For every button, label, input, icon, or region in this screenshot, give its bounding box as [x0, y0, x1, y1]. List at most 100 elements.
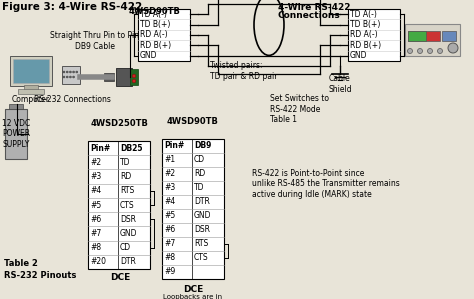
Text: Straight Thru Pin to Pin
DB9 Cable: Straight Thru Pin to Pin DB9 Cable [50, 31, 139, 51]
Circle shape [66, 76, 68, 78]
Text: TD B(+): TD B(+) [140, 20, 170, 29]
Bar [405, 24, 460, 56]
Text: Twisted pairs:
TD pair & RD pair: Twisted pairs: TD pair & RD pair [210, 61, 277, 81]
Bar [24, 85, 38, 90]
Text: #4: #4 [90, 186, 101, 195]
Text: Cable
Shield: Cable Shield [328, 74, 352, 94]
Circle shape [438, 48, 443, 54]
Bar [130, 69, 138, 85]
Text: RTS: RTS [120, 186, 134, 195]
Text: #4: #4 [164, 198, 175, 207]
Text: Pin#: Pin# [164, 141, 184, 150]
Text: RS-232 Pinouts: RS-232 Pinouts [4, 271, 76, 280]
Bar [62, 66, 80, 84]
Text: 4WSD90TB: 4WSD90TB [129, 7, 181, 16]
Text: #1: #1 [164, 155, 175, 164]
Text: Figure 3: 4-Wire RS-422: Figure 3: 4-Wire RS-422 [2, 2, 142, 12]
Text: Computer: Computer [12, 94, 50, 103]
Bar [348, 9, 400, 61]
Bar [138, 9, 190, 61]
Text: RD A(-): RD A(-) [140, 30, 168, 39]
Text: GND: GND [140, 51, 157, 60]
Text: TD A(-): TD A(-) [350, 10, 377, 19]
Text: RD: RD [194, 170, 205, 179]
Text: #6: #6 [90, 215, 101, 224]
Text: RD B(+): RD B(+) [140, 41, 171, 50]
Text: Table 2: Table 2 [4, 260, 38, 269]
Text: #20: #20 [90, 257, 106, 266]
Bar [18, 89, 44, 94]
Text: #6: #6 [164, 225, 175, 234]
Bar [10, 56, 52, 86]
Text: #2: #2 [90, 158, 101, 167]
Text: 4WSD90TB: 4WSD90TB [167, 117, 219, 126]
Circle shape [69, 71, 72, 73]
Text: #5: #5 [90, 201, 101, 210]
Text: #8: #8 [90, 243, 101, 252]
Text: GND: GND [120, 229, 137, 238]
Circle shape [408, 48, 412, 54]
Bar [442, 31, 456, 41]
Text: #8: #8 [164, 254, 175, 263]
Text: DSR: DSR [194, 225, 210, 234]
Text: CD: CD [194, 155, 205, 164]
Text: #2: #2 [164, 170, 175, 179]
Circle shape [132, 79, 136, 83]
Text: DCE: DCE [110, 272, 130, 281]
Bar [9, 104, 23, 109]
Circle shape [69, 76, 72, 78]
Bar [116, 68, 132, 86]
Text: #3: #3 [164, 184, 175, 193]
Text: 4WSD250TB: 4WSD250TB [91, 118, 149, 127]
Bar [162, 139, 224, 279]
Circle shape [66, 71, 68, 73]
Circle shape [448, 43, 458, 53]
Text: CTS: CTS [120, 201, 135, 210]
Text: 12 VDC
POWER
SUPPLY: 12 VDC POWER SUPPLY [2, 119, 30, 149]
Text: RD A(-): RD A(-) [350, 30, 378, 39]
Text: Set Switches to
RS-422 Mode
Table 1: Set Switches to RS-422 Mode Table 1 [270, 94, 329, 124]
Circle shape [418, 48, 422, 54]
Bar [13, 59, 49, 83]
Text: RS-232 Connections: RS-232 Connections [34, 94, 110, 103]
Text: #3: #3 [90, 172, 101, 181]
Text: TD A(-): TD A(-) [140, 10, 167, 19]
Text: Loopbacks are in
Converter: Loopbacks are in Converter [164, 295, 223, 299]
Circle shape [73, 76, 74, 78]
Text: RS-422 is Point-to-Point since
unlike RS-485 the Transmitter remains
active duri: RS-422 is Point-to-Point since unlike RS… [252, 169, 400, 199]
Text: RD B(+): RD B(+) [350, 41, 381, 50]
Circle shape [132, 74, 136, 78]
Circle shape [63, 76, 65, 78]
Circle shape [63, 71, 65, 73]
Circle shape [76, 71, 78, 73]
Text: DTR: DTR [120, 257, 136, 266]
Text: TD B(+): TD B(+) [350, 20, 380, 29]
Text: #7: #7 [90, 229, 101, 238]
Text: GND: GND [350, 51, 367, 60]
Text: 4-Wire RS-422: 4-Wire RS-422 [278, 2, 350, 11]
Bar [5, 109, 27, 159]
Text: RTS: RTS [194, 239, 208, 248]
Text: DB9: DB9 [194, 141, 211, 150]
Text: CD: CD [120, 243, 131, 252]
Text: DTR: DTR [194, 198, 210, 207]
Bar [408, 31, 440, 41]
Text: CTS: CTS [194, 254, 209, 263]
Text: TD: TD [120, 158, 130, 167]
Text: RD: RD [120, 172, 131, 181]
Text: #5: #5 [164, 211, 175, 220]
Text: GND: GND [194, 211, 211, 220]
Circle shape [73, 71, 74, 73]
Text: DSR: DSR [120, 215, 136, 224]
Circle shape [428, 48, 432, 54]
Text: DB25: DB25 [120, 144, 142, 152]
Bar [408, 31, 426, 41]
Text: TD: TD [194, 184, 204, 193]
Bar [104, 73, 114, 81]
Text: Pin#: Pin# [90, 144, 110, 152]
Text: #9: #9 [164, 268, 175, 277]
Text: #7: #7 [164, 239, 175, 248]
Text: DCE: DCE [183, 285, 203, 294]
Bar [88, 141, 150, 269]
Text: Connections: Connections [278, 10, 341, 19]
